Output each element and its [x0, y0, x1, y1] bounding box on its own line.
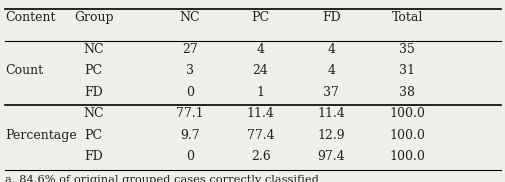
Text: FD: FD	[321, 11, 340, 24]
Text: FD: FD	[84, 86, 103, 99]
Text: 35: 35	[398, 43, 415, 56]
Text: 12.9: 12.9	[317, 129, 344, 142]
Text: 0: 0	[185, 150, 193, 163]
Text: 2.6: 2.6	[250, 150, 270, 163]
Text: NC: NC	[83, 43, 104, 56]
Text: 4: 4	[327, 43, 335, 56]
Text: 77.1: 77.1	[176, 107, 203, 120]
Text: Total: Total	[391, 11, 422, 24]
Text: 4: 4	[256, 43, 264, 56]
Text: NC: NC	[179, 11, 199, 24]
Text: 0: 0	[185, 86, 193, 99]
Text: 100.0: 100.0	[389, 150, 424, 163]
Text: 11.4: 11.4	[246, 107, 274, 120]
Text: PC: PC	[251, 11, 269, 24]
Text: NC: NC	[83, 107, 104, 120]
Text: 38: 38	[398, 86, 415, 99]
Text: PC: PC	[84, 64, 103, 77]
Text: 100.0: 100.0	[389, 107, 424, 120]
Text: 27: 27	[181, 43, 197, 56]
Text: 11.4: 11.4	[317, 107, 345, 120]
Text: 1: 1	[256, 86, 264, 99]
Text: a. 84.6% of original grouped cases correctly classified: a. 84.6% of original grouped cases corre…	[5, 175, 318, 182]
Text: Content: Content	[5, 11, 56, 24]
Text: Percentage: Percentage	[5, 129, 77, 142]
Text: 24: 24	[252, 64, 268, 77]
Text: 3: 3	[185, 64, 193, 77]
Text: 9.7: 9.7	[180, 129, 199, 142]
Text: 4: 4	[327, 64, 335, 77]
Text: 77.4: 77.4	[246, 129, 274, 142]
Text: Count: Count	[5, 64, 43, 77]
Text: Group: Group	[74, 11, 113, 24]
Text: 97.4: 97.4	[317, 150, 344, 163]
Text: PC: PC	[84, 129, 103, 142]
Text: 37: 37	[323, 86, 339, 99]
Text: 31: 31	[398, 64, 415, 77]
Text: FD: FD	[84, 150, 103, 163]
Text: 100.0: 100.0	[389, 129, 424, 142]
